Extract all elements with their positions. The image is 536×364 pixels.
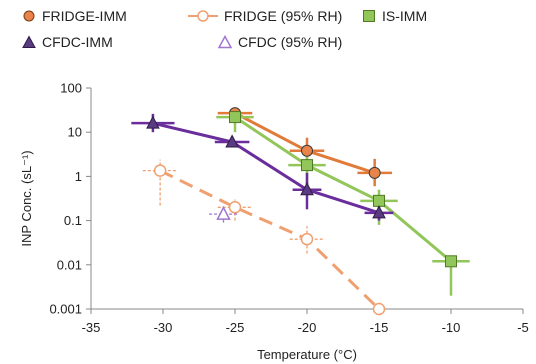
data-point-cfdc-imm [300,182,314,196]
legend-triangle-open-icon [218,35,232,49]
y-tick-label: 0.01 [57,257,82,272]
data-point-fridge-imm [301,144,313,157]
y-tick-label: 100 [60,81,82,96]
data-point-is-imm [373,194,385,207]
legend: FRIDGE-IMM FRIDGE (95% RH) IS-IMM CFDC-I… [20,8,530,68]
data-point-cfdc-95-rh [216,206,231,220]
legend-label: FRIDGE (95% RH) [224,8,343,24]
series-line-fridge-95-rh [159,169,381,311]
y-tick-label: 0.001 [49,302,82,317]
x-axis-title: Temperature (°C) [257,347,357,362]
legend-label: FRIDGE-IMM [42,8,127,24]
legend-item-cfdc-95rh: CFDC (95% RH) [218,34,342,50]
series-lines [152,111,452,311]
x-tick-label: -5 [517,320,529,335]
data-point-fridge-95-rh [372,302,386,316]
x-tick-label: -20 [298,320,317,335]
data-point-is-imm [229,111,241,124]
legend-label: CFDC-IMM [42,34,113,50]
y-tick-label: 10 [68,125,82,140]
x-tick-label: -15 [370,320,389,335]
data-point-fridge-95-rh [153,164,167,177]
y-tick-label: 1 [75,169,82,184]
x-tick-label: -30 [154,320,173,335]
legend-circle-filled-icon [23,10,35,22]
data-point-fridge-imm [368,166,381,179]
legend-item-cfdc-imm: CFDC-IMM [22,34,113,50]
data-point-is-imm [301,159,313,172]
series-line-cfdc-imm [152,121,380,215]
legend-triangle-filled-icon [22,35,36,48]
x-tick-label: -25 [226,320,245,335]
y-tick-label: 0.1 [64,213,82,228]
data-point-fridge-95-rh [300,232,314,246]
x-tick-label: -35 [82,320,101,335]
series-line-is-imm [234,115,452,263]
legend-label: CFDC (95% RH) [238,34,343,50]
axes: -35 -30 -25 -20 -15 -10 -5 100 10 1 0.1 0.01 0.001 [49,81,528,336]
legend-item-fridge-95rh: FRIDGE (95% RH) [188,8,342,24]
legend-label: IS-IMM [382,8,428,24]
data-markers [146,107,457,316]
legend-item-fridge-imm: FRIDGE-IMM [22,8,127,24]
legend-square-icon [363,10,375,22]
error-bars [131,108,470,296]
x-tick-label: -10 [442,320,461,335]
data-point-is-imm [445,255,457,268]
legend-line-open-circle-icon [188,10,218,22]
y-axis-title: INP Conc. (sL⁻¹) [19,150,34,246]
data-point-fridge-95-rh [228,201,242,214]
legend-item-is-imm: IS-IMM [362,8,427,24]
data-point-cfdc-imm [225,134,239,148]
data-point-cfdc-imm [146,115,160,129]
data-point-cfdc-imm [372,205,386,219]
